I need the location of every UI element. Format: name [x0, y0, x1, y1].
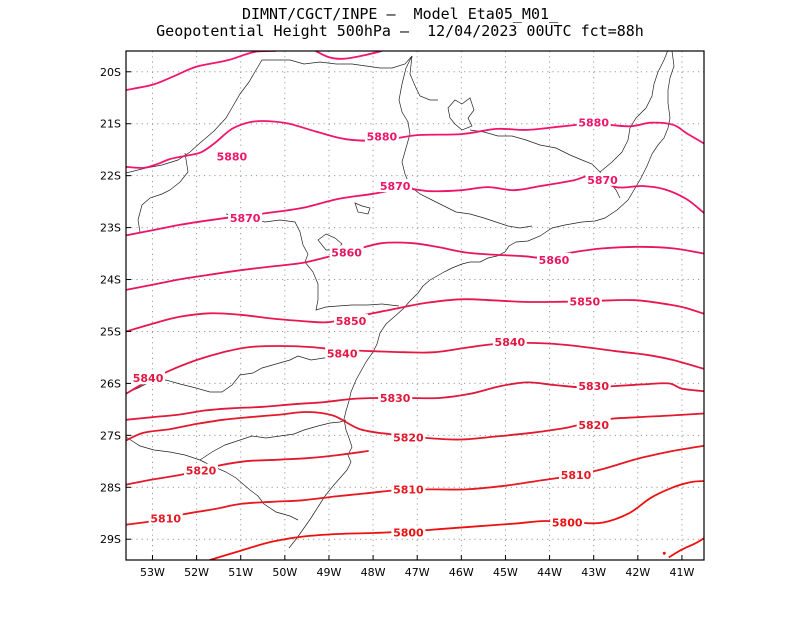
contour-label-5870: 5870: [380, 180, 411, 193]
contour-label-bg: [378, 390, 413, 404]
lon-tick-label: 46W: [449, 566, 474, 579]
contour-label-layer: 5880 5880 5880 5870 5870 5870 5860 5860 5850 5850…: [131, 115, 620, 539]
lat-tick-label: 24S: [100, 274, 121, 287]
contour-label-5880: 5880: [367, 131, 398, 144]
contour-5850: [126, 298, 704, 333]
contour-label-bg: [391, 525, 426, 539]
lon-tick-label: 47W: [405, 566, 430, 579]
contour-5800: [668, 537, 704, 559]
lat-tick-label: 21S: [100, 118, 121, 131]
contour-label-5870: 5870: [587, 174, 618, 187]
contour-label-5810: 5810: [393, 483, 424, 496]
contour-label-5860: 5860: [331, 247, 362, 260]
lon-tick-label: 42W: [625, 566, 650, 579]
map-title: DIMNT/CGCT/INPE – Model Eta05_M01_ Geopo…: [0, 6, 800, 40]
contour-label-5820: 5820: [578, 419, 609, 432]
contour-label-5800: 5800: [552, 517, 583, 530]
lakes: [317, 97, 475, 251]
contour-label-bg: [585, 172, 620, 186]
map-frame: [125, 50, 705, 561]
lon-tick-label: 50W: [272, 566, 297, 579]
contour-label-5840: 5840: [133, 372, 164, 385]
lon-tick-label: 41W: [670, 566, 695, 579]
contour-label-5830: 5830: [578, 380, 609, 393]
border-sp-pr: [126, 55, 413, 174]
border-sc-west: [199, 419, 347, 461]
border-sp-mg: [398, 55, 533, 229]
contour-label-5850: 5850: [336, 315, 367, 328]
contour-5870: [126, 174, 704, 237]
contour-label-bg: [378, 179, 413, 193]
lon-tick-label: 53W: [140, 566, 165, 579]
contour-label-5860: 5860: [539, 254, 570, 267]
contour-label-5800: 5800: [393, 526, 424, 539]
contour-5880: [315, 51, 383, 60]
contour-label-5870: 5870: [230, 212, 261, 225]
axis-ticks: 53W 52W 51W 50W 49W 48W 47W 46W 45W 44W 43W 42W 41W 2…: [100, 66, 694, 579]
contour-label-bg: [567, 294, 602, 308]
contour-label-bg: [214, 149, 249, 163]
contour-label-bg: [576, 115, 611, 129]
contour-label-5830: 5830: [380, 392, 411, 405]
border-sp-pr-river: [225, 213, 400, 311]
lon-tick-label: 45W: [493, 566, 518, 579]
title-line-1: DIMNT/CGCT/INPE – Model Eta05_M01_: [241, 5, 559, 23]
title-line-2: Geopotential Height 500hPa – 12/04/2023 …: [156, 22, 644, 40]
contour-label-bg: [228, 211, 263, 225]
contour-label-bg: [576, 379, 611, 393]
contour-label-bg: [391, 430, 426, 444]
contour-label-bg: [325, 346, 360, 360]
contour-5860: [126, 241, 704, 291]
lat-tick-label: 20S: [100, 66, 121, 79]
contour-label-bg: [492, 334, 527, 348]
small-contour-dot: [662, 551, 666, 555]
contour-label-bg: [576, 417, 611, 431]
border-sc-rs: [126, 436, 299, 521]
contour-5880: [126, 120, 704, 169]
lat-tick-label: 27S: [100, 429, 121, 442]
contour-label-bg: [536, 252, 571, 266]
border-pr-north: [137, 152, 189, 233]
lat-tick-label: 29S: [100, 533, 121, 546]
coastline: [288, 51, 675, 549]
contour-5880: [126, 51, 277, 91]
contour-label-5840: 5840: [327, 347, 358, 360]
contour-label-bg: [334, 314, 369, 328]
contour-label-bg: [559, 467, 594, 481]
contour-label-5820: 5820: [393, 431, 424, 444]
contour-label-5810: 5810: [150, 512, 181, 525]
contour-label-bg: [184, 463, 219, 477]
contour-label-5880: 5880: [578, 117, 609, 130]
contour-label-bg: [148, 511, 183, 525]
contour-label-5840: 5840: [495, 336, 526, 349]
lon-tick-label: 44W: [537, 566, 562, 579]
lat-tick-label: 23S: [100, 222, 121, 235]
contour-label-bg: [550, 515, 585, 529]
contour-label-bg: [364, 129, 399, 143]
contour-label-5810: 5810: [561, 469, 592, 482]
lat-tick-label: 28S: [100, 481, 121, 494]
lon-tick-label: 52W: [184, 566, 209, 579]
contour-5820: [126, 450, 369, 486]
border-pr-sc: [126, 349, 357, 394]
contour-label-bg: [391, 482, 426, 496]
contour-layer: [126, 51, 704, 560]
contour-label-5850: 5850: [570, 295, 601, 308]
lon-tick-label: 48W: [361, 566, 386, 579]
contour-label-bg: [131, 371, 166, 385]
contour-5840: [126, 341, 704, 395]
contour-label-5820: 5820: [186, 465, 217, 478]
contour-5800: [209, 480, 704, 560]
contour-label-5880: 5880: [217, 150, 248, 163]
contour-label-bg: [329, 245, 364, 259]
lon-tick-label: 51W: [228, 566, 253, 579]
border-mg-es: [599, 51, 668, 173]
lat-tick-label: 26S: [100, 377, 121, 390]
contour-5830: [126, 381, 704, 421]
lat-tick-label: 25S: [100, 325, 121, 338]
lon-tick-label: 49W: [317, 566, 342, 579]
lon-tick-label: 43W: [581, 566, 606, 579]
lat-tick-label: 22S: [100, 170, 121, 183]
